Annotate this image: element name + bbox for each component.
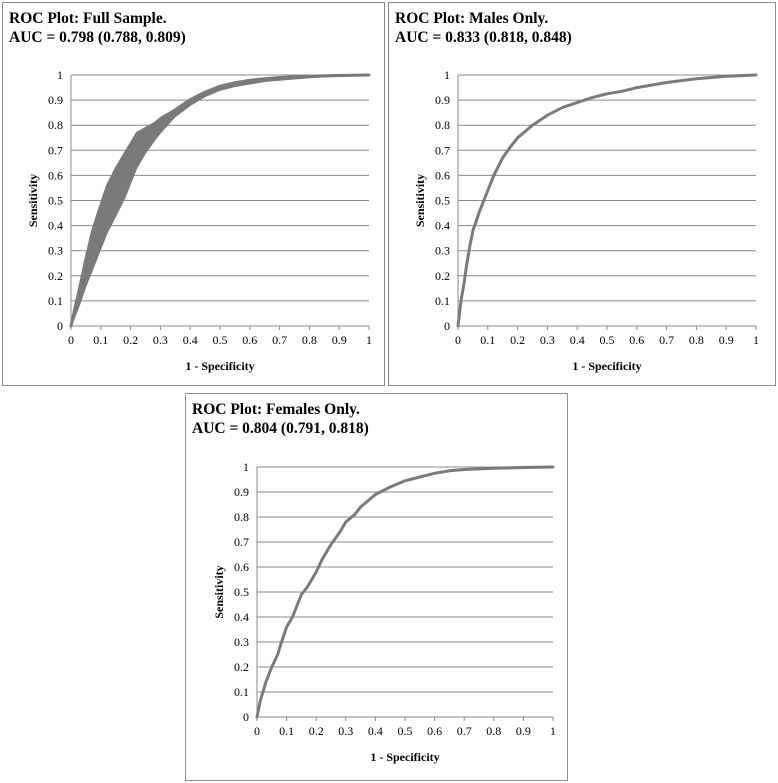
roc-plot-full-sample: 0 0.1 0.2 0.3 0.4 0.5 0.6 0.7 0.8 0.9 1 0 0.1 0.2 0.3 0… <box>26 68 372 373</box>
x-tick-label: 0.8 <box>689 333 704 347</box>
chart-title: ROC Plot: Full Sample. <box>9 10 167 27</box>
y-tick-label: 0 <box>243 710 249 724</box>
x-tick-label: 0.8 <box>486 724 501 738</box>
y-tick-label: 0.3 <box>234 635 249 649</box>
roc-panel-females-only: ROC Plot: Females Only. AUC = 0.804 (0.7… <box>185 393 568 781</box>
y-tick-label: 0 <box>444 319 450 333</box>
roc-panel-males-only: ROC Plot: Males Only. AUC = 0.833 (0.818… <box>388 2 776 386</box>
y-tick-label: 0.8 <box>435 118 450 132</box>
y-tick-label: 0.5 <box>48 194 63 208</box>
y-tick-label: 0.5 <box>234 585 249 599</box>
roc-plot-females-only: 0 0.1 0.2 0.3 0.4 0.5 0.6 0.7 0.8 0.9 1 0 0.1 0.2 0.3 0… <box>212 460 556 764</box>
y-tick-label: 0.1 <box>48 294 63 308</box>
y-tick-label: 0.4 <box>435 219 450 233</box>
y-tick-label: 0.2 <box>48 269 63 283</box>
x-tick-label: 0.3 <box>338 724 353 738</box>
y-tick-label: 1 <box>57 68 63 82</box>
roc-curve-line <box>69 73 371 328</box>
y-tick-label: 0.1 <box>234 685 249 699</box>
x-axis-label: 1 - Specificity <box>185 359 254 373</box>
roc-plot-males-only: 0 0.1 0.2 0.3 0.4 0.5 0.6 0.7 0.8 0.9 1 0 0.1 0.2 0.3 0… <box>413 68 759 373</box>
x-tick-label: 0.5 <box>398 724 413 738</box>
x-tick-label: 0.5 <box>600 333 615 347</box>
y-tick-label: 0.7 <box>435 143 450 157</box>
chart-title: ROC Plot: Males Only. <box>395 10 549 27</box>
y-tick-label: 0.7 <box>48 143 63 157</box>
y-tick-label: 0.6 <box>435 168 450 182</box>
x-tick-label: 0.1 <box>279 724 294 738</box>
y-tick-label: 0.6 <box>234 560 249 574</box>
x-tick-label: 1 <box>550 724 556 738</box>
x-tick-label: 1 <box>366 333 372 347</box>
y-tick-label: 1 <box>444 68 450 82</box>
y-tick-label: 0.2 <box>234 660 249 674</box>
x-tick-label: 0.1 <box>480 333 495 347</box>
x-tick-label: 0.9 <box>719 333 734 347</box>
chart-subtitle: AUC = 0.804 (0.791, 0.818) <box>192 420 369 437</box>
y-tick-label: 0.8 <box>48 118 63 132</box>
chart-title-block: ROC Plot: Full Sample. AUC = 0.798 (0.78… <box>9 9 186 47</box>
x-tick-label: 0.3 <box>153 333 168 347</box>
y-tick-label: 0.9 <box>435 93 450 107</box>
chart-subtitle: AUC = 0.833 (0.818, 0.848) <box>395 29 572 46</box>
x-tick-label: 0 <box>455 333 461 347</box>
y-tick-label: 0.6 <box>48 168 63 182</box>
y-axis-label: Sensitivity <box>26 174 40 227</box>
chart-subtitle: AUC = 0.798 (0.788, 0.809) <box>9 29 186 46</box>
y-tick-label: 0.8 <box>234 510 249 524</box>
x-tick-label: 0.4 <box>368 724 383 738</box>
y-axis-label: Sensitivity <box>212 565 226 618</box>
y-tick-label: 0.3 <box>48 244 63 258</box>
x-tick-label: 0.2 <box>510 333 525 347</box>
chart-title-block: ROC Plot: Females Only. AUC = 0.804 (0.7… <box>192 400 369 438</box>
chart-title: ROC Plot: Females Only. <box>192 401 360 418</box>
x-tick-label: 0.5 <box>213 333 228 347</box>
y-tick-label: 0.4 <box>234 610 249 624</box>
x-tick-label: 0.9 <box>332 333 347 347</box>
y-tick-label: 0.1 <box>435 294 450 308</box>
roc-panel-full-sample: ROC Plot: Full Sample. AUC = 0.798 (0.78… <box>2 2 385 386</box>
x-tick-label: 0.2 <box>123 333 138 347</box>
y-tick-label: 0.5 <box>435 194 450 208</box>
roc-curve-line <box>255 465 555 719</box>
x-tick-label: 0.1 <box>93 333 108 347</box>
x-tick-label: 0.8 <box>302 333 317 347</box>
x-axis-label: 1 - Specificity <box>370 750 439 764</box>
y-tick-label: 0.9 <box>48 93 63 107</box>
x-tick-label: 0.9 <box>516 724 531 738</box>
x-tick-label: 0.7 <box>272 333 287 347</box>
y-tick-label: 1 <box>243 460 249 474</box>
x-tick-label: 0 <box>254 724 260 738</box>
x-tick-label: 0.7 <box>457 724 472 738</box>
x-tick-label: 0.6 <box>629 333 644 347</box>
x-tick-label: 0 <box>68 333 74 347</box>
y-tick-label: 0 <box>57 319 63 333</box>
x-tick-label: 0.7 <box>659 333 674 347</box>
y-tick-label: 0.3 <box>435 244 450 258</box>
y-tick-label: 0.7 <box>234 535 249 549</box>
y-tick-label: 0.9 <box>234 485 249 499</box>
x-tick-label: 0.2 <box>309 724 324 738</box>
x-tick-label: 0.3 <box>540 333 555 347</box>
x-tick-label: 0.6 <box>427 724 442 738</box>
x-tick-label: 0.4 <box>570 333 585 347</box>
roc-curve-line <box>456 73 758 328</box>
y-tick-label: 0.2 <box>435 269 450 283</box>
x-tick-label: 1 <box>753 333 759 347</box>
x-axis-label: 1 - Specificity <box>572 359 641 373</box>
chart-title-block: ROC Plot: Males Only. AUC = 0.833 (0.818… <box>395 9 572 47</box>
y-axis-label: Sensitivity <box>413 174 427 227</box>
y-tick-label: 0.4 <box>48 219 63 233</box>
x-tick-label: 0.4 <box>183 333 198 347</box>
x-tick-label: 0.6 <box>242 333 257 347</box>
